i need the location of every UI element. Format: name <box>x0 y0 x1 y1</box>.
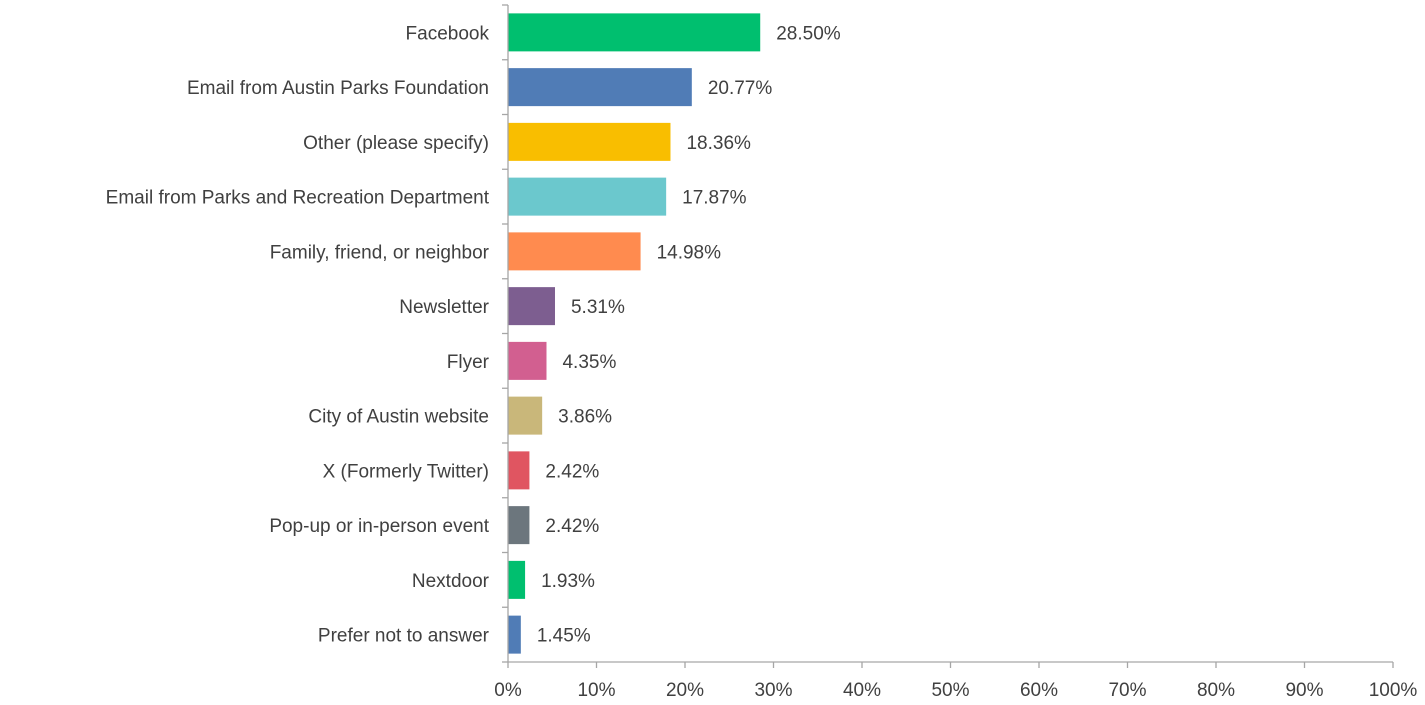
bar-9 <box>508 506 530 545</box>
category-label: Pop-up or in-person event <box>269 516 489 537</box>
x-tick-label: 10% <box>577 680 615 701</box>
data-label: 1.93% <box>541 571 595 592</box>
data-label: 28.50% <box>776 23 841 44</box>
x-tick-label: 80% <box>1197 680 1235 701</box>
bar-7 <box>508 396 543 435</box>
category-label: Newsletter <box>399 297 489 318</box>
x-tick-label: 60% <box>1020 680 1058 701</box>
data-label: 5.31% <box>571 297 625 318</box>
bar-5 <box>508 287 555 326</box>
x-tick-label: 20% <box>666 680 704 701</box>
x-tick-label: 0% <box>494 680 522 701</box>
x-tick-label: 100% <box>1369 680 1418 701</box>
category-label: Prefer not to answer <box>318 626 490 647</box>
bar-11 <box>508 615 521 654</box>
data-label: 14.98% <box>657 242 722 263</box>
bar-1 <box>508 68 692 107</box>
data-label: 18.36% <box>686 133 751 154</box>
bar-4 <box>508 232 641 271</box>
category-label: Flyer <box>447 352 490 373</box>
x-tick-label: 90% <box>1285 680 1323 701</box>
x-tick-label: 70% <box>1108 680 1146 701</box>
category-label: City of Austin website <box>308 407 489 428</box>
data-label: 2.42% <box>545 461 599 482</box>
bar-8 <box>508 451 530 490</box>
bar-6 <box>508 341 547 380</box>
category-label: Email from Parks and Recreation Departme… <box>106 188 490 209</box>
category-label: Facebook <box>406 23 490 44</box>
bar-10 <box>508 560 526 599</box>
data-label: 2.42% <box>545 516 599 537</box>
category-label: Email from Austin Parks Foundation <box>187 78 489 99</box>
bar-0 <box>508 13 761 52</box>
category-label: Family, friend, or neighbor <box>270 242 490 263</box>
data-label: 17.87% <box>682 188 747 209</box>
bar-3 <box>508 177 667 216</box>
data-label: 20.77% <box>708 78 773 99</box>
category-label: Nextdoor <box>412 571 490 592</box>
data-label: 3.86% <box>558 407 612 428</box>
x-tick-label: 50% <box>931 680 969 701</box>
category-label: Other (please specify) <box>303 133 489 154</box>
bar-2 <box>508 122 671 161</box>
data-label: 1.45% <box>537 626 591 647</box>
x-tick-label: 30% <box>754 680 792 701</box>
data-label: 4.35% <box>562 352 616 373</box>
category-label: X (Formerly Twitter) <box>323 461 489 482</box>
x-tick-label: 40% <box>843 680 881 701</box>
